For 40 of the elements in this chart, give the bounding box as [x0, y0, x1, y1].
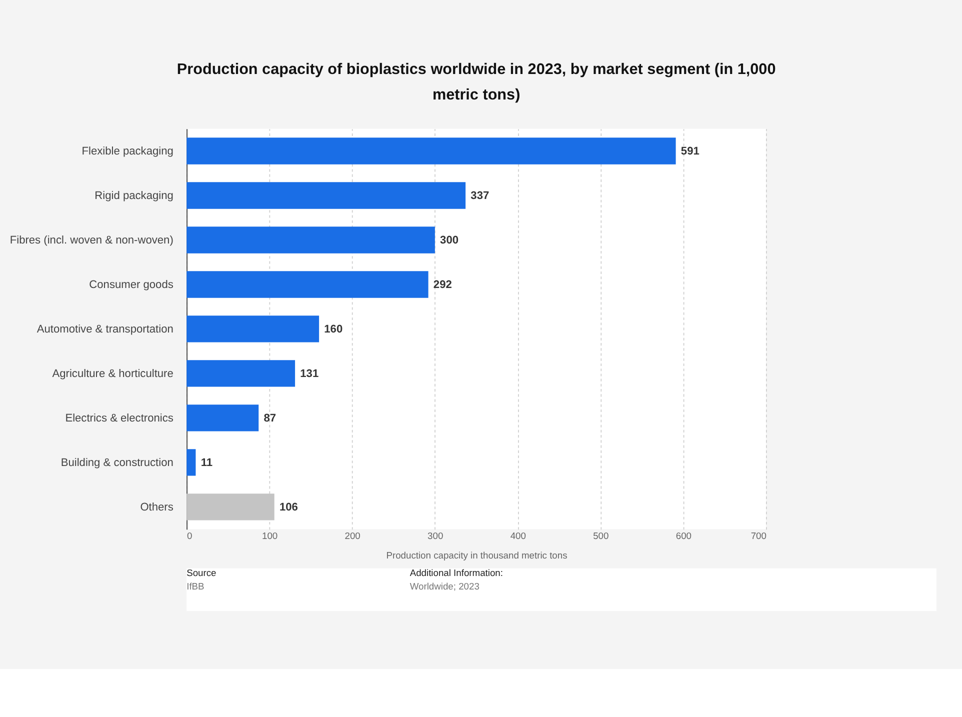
bar — [186, 138, 676, 164]
x-tick-label: 300 — [428, 531, 444, 541]
y-tick-label: Others — [140, 501, 174, 514]
chart-title: Production capacity of bioplastics worldwide in 2023, by market segment (in 1,000 metric tons) — [176, 61, 776, 104]
data-label: 87 — [264, 412, 276, 424]
data-label: 106 — [279, 501, 298, 514]
y-tick-label: Rigid packaging — [94, 190, 174, 202]
y-tick-label: Agriculture & horticulture — [52, 368, 174, 380]
bar — [186, 226, 435, 254]
data-label: 337 — [470, 190, 490, 202]
data-label: 11 — [200, 456, 213, 469]
y-tick-label: Automotive & transportation — [36, 323, 174, 336]
bar — [186, 404, 259, 432]
data-label: 292 — [433, 278, 452, 291]
y-tick-label: Electrics & electronics — [65, 412, 174, 424]
y-tick-label: Fibres (incl. woven & non-woven) — [10, 234, 174, 246]
data-label: 160 — [324, 323, 343, 336]
text: Additional Information: — [410, 568, 503, 578]
data-label: 591 — [680, 145, 700, 158]
x-tick-label: 400 — [510, 531, 526, 541]
data-label: 131 — [300, 368, 319, 380]
x-tick-label: 0 — [187, 531, 192, 541]
x-tick-label: 600 — [676, 531, 692, 541]
y-tick-label: Flexible packaging — [82, 145, 174, 158]
y-tick-label: Consumer goods — [89, 278, 174, 291]
text: IfBB — [186, 582, 204, 592]
bar — [186, 182, 466, 209]
bar — [186, 271, 428, 298]
x-axis-title: Production capacity in thousand metric tons — [386, 550, 568, 561]
bar — [186, 449, 196, 476]
x-tick-label: 100 — [262, 531, 278, 541]
text: Worldwide; 2023 — [410, 582, 480, 592]
data-label: 300 — [440, 234, 459, 246]
x-tick-label: 500 — [593, 531, 609, 541]
bar — [186, 360, 296, 387]
x-tick-label: 700 — [750, 531, 766, 541]
x-tick-label: 200 — [344, 531, 360, 541]
y-tick-label: Building & construction — [60, 456, 174, 469]
bar — [186, 316, 320, 342]
text: Source — [186, 568, 216, 578]
